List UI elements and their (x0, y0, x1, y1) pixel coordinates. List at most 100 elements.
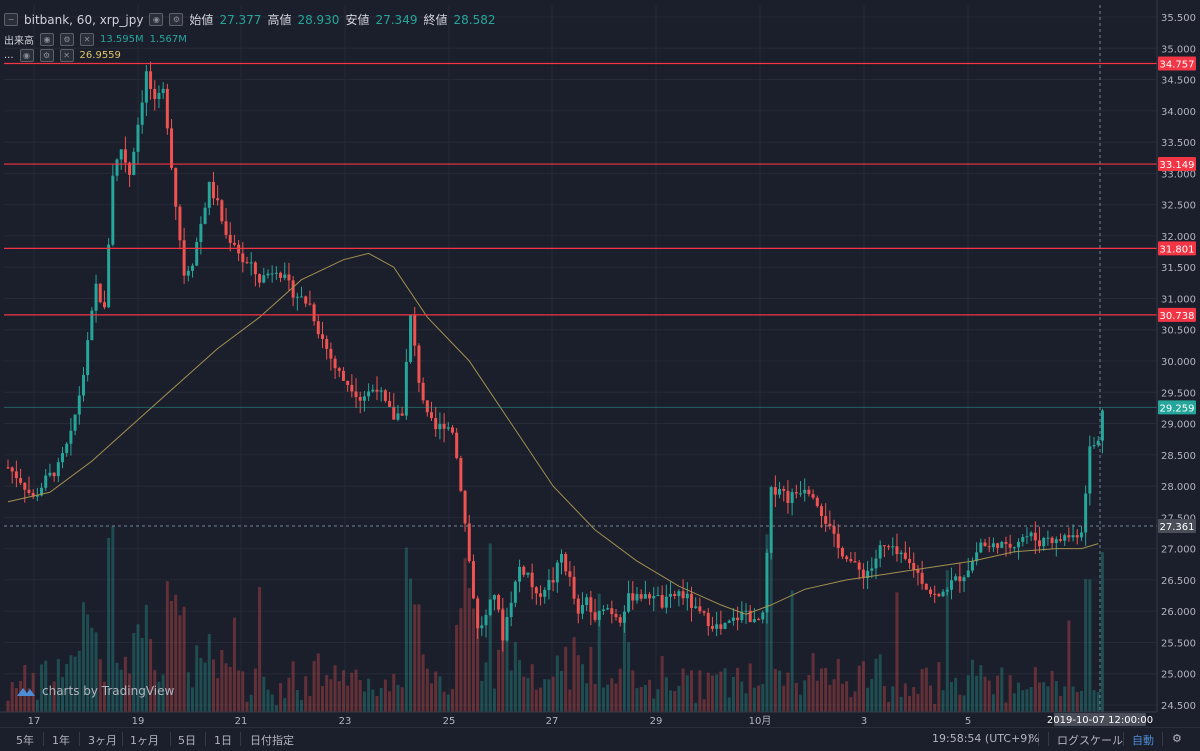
volume-bar (1096, 691, 1100, 712)
volume-bar (304, 676, 308, 712)
volume-bar (211, 659, 215, 712)
volume-bar (1088, 579, 1092, 712)
eye-icon[interactable]: ◉ (40, 33, 54, 46)
candle-body (249, 262, 253, 264)
candle-body (144, 71, 148, 103)
range-5d[interactable]: 5日 (178, 734, 196, 747)
candle-body (199, 223, 203, 243)
candle-body (191, 265, 194, 271)
volume-bar (1029, 686, 1033, 712)
candle-body (530, 572, 534, 588)
candle-body (664, 596, 668, 608)
candle-body (31, 492, 35, 497)
candle-body (694, 606, 698, 608)
price-tick-label: 35.500 (1161, 13, 1196, 24)
range-5y[interactable]: 5年 (16, 734, 34, 747)
range-1y[interactable]: 1年 (52, 734, 70, 747)
price-tick-label: 26.000 (1161, 607, 1196, 618)
time-axis[interactable]: 17 19 21 23 25 27 29 10月 3 5 2019-10-07 12:00:00 (0, 711, 1157, 727)
volume-bar (77, 650, 81, 712)
candle-body (77, 395, 81, 415)
candle-body (1029, 532, 1033, 537)
candle-body (945, 589, 949, 592)
volume-bar (333, 665, 337, 712)
eye-icon[interactable]: ◉ (149, 13, 164, 26)
price-tick-label: 35.000 (1161, 44, 1196, 55)
candle-body (857, 562, 861, 570)
candle-body (799, 493, 803, 495)
candle-body (564, 553, 568, 572)
eye-icon[interactable]: ◉ (19, 49, 34, 62)
price-tick-label: 27.500 (1161, 513, 1196, 524)
candle-body (958, 576, 962, 582)
candle-body (639, 594, 643, 599)
close-icon[interactable]: ✕ (80, 33, 94, 46)
volume-bar (949, 681, 953, 712)
candle-body (882, 545, 886, 547)
horizontal-lines[interactable] (4, 5, 1157, 712)
collapse-icon[interactable]: − (4, 13, 18, 26)
candle-body (861, 569, 865, 579)
candle-body (560, 553, 563, 563)
candle-body (312, 304, 316, 322)
volume-bar (480, 680, 484, 712)
volume-bar (606, 684, 610, 712)
volume-bar (132, 632, 136, 712)
candle-body (996, 543, 1000, 548)
candle-body (522, 566, 526, 575)
candle-body (555, 562, 559, 583)
volume-bar (752, 687, 756, 712)
candle-body (90, 310, 94, 341)
settings-icon[interactable]: ⚙ (169, 13, 184, 26)
legend-volume: 出来高 ◉ ⚙ ✕ 13.595M 1.567M (4, 32, 187, 47)
volume-bar (253, 668, 257, 712)
volume-bar (19, 680, 23, 712)
candle-body (446, 427, 450, 429)
candle-body (1096, 440, 1100, 446)
candle-body (19, 478, 23, 483)
crosshair-price-label: 27.361 (1160, 522, 1195, 533)
close-icon[interactable]: ✕ (59, 49, 74, 62)
clock-time[interactable]: 19:58:54 (UTC+9) (932, 732, 1032, 745)
volume-bar (1033, 667, 1037, 712)
candle-body (102, 302, 106, 308)
divider (1162, 732, 1163, 746)
range-3m[interactable]: 3ヶ月 (88, 734, 117, 747)
candle-body (748, 610, 752, 623)
volume-bar (727, 697, 731, 712)
settings-icon[interactable]: ⚙ (60, 33, 74, 46)
chart-canvas[interactable]: 35.500 35.000 34.500 34.000 33.500 33.000 32.5… (0, 0, 1200, 727)
range-1m[interactable]: 1ヶ月 (130, 734, 159, 747)
goto-date-button[interactable]: 日付指定 (250, 734, 294, 747)
volume-bar (245, 701, 249, 712)
percent-toggle[interactable]: % (1029, 732, 1040, 745)
range-1d[interactable]: 1日 (214, 734, 232, 747)
volume-bar (40, 664, 44, 712)
settings-icon[interactable]: ⚙ (39, 49, 54, 62)
time-tick-label: 10月 (749, 715, 772, 727)
auto-scale-toggle[interactable]: 自動 (1132, 734, 1154, 747)
volume-bar (220, 649, 224, 712)
candle-body (111, 175, 115, 245)
log-scale-toggle[interactable]: ログスケール (1057, 734, 1123, 747)
volume-bar (10, 682, 14, 712)
divider (1123, 732, 1124, 746)
price-axis[interactable]: 35.500 35.000 34.500 34.000 33.500 33.000 32.5… (1156, 0, 1200, 727)
ma-label: ... (4, 50, 14, 61)
candle-body (304, 296, 308, 304)
tradingview-watermark[interactable]: charts by TradingView (16, 684, 174, 698)
volume-bar (719, 671, 723, 712)
volume-bar (178, 615, 182, 712)
volume-bar (832, 679, 836, 712)
candle-body (1042, 537, 1046, 547)
gear-icon[interactable]: ⚙ (1172, 732, 1182, 745)
volume-bar (86, 614, 90, 712)
candle-body (337, 368, 341, 371)
volume-bar (413, 604, 417, 712)
candle-body (165, 88, 169, 129)
candle-body (845, 556, 849, 560)
volume-bar (1038, 682, 1042, 712)
candle-body (719, 624, 723, 629)
candle-body (572, 576, 576, 599)
horizontal-line-price-label: 31.801 (1160, 244, 1195, 255)
